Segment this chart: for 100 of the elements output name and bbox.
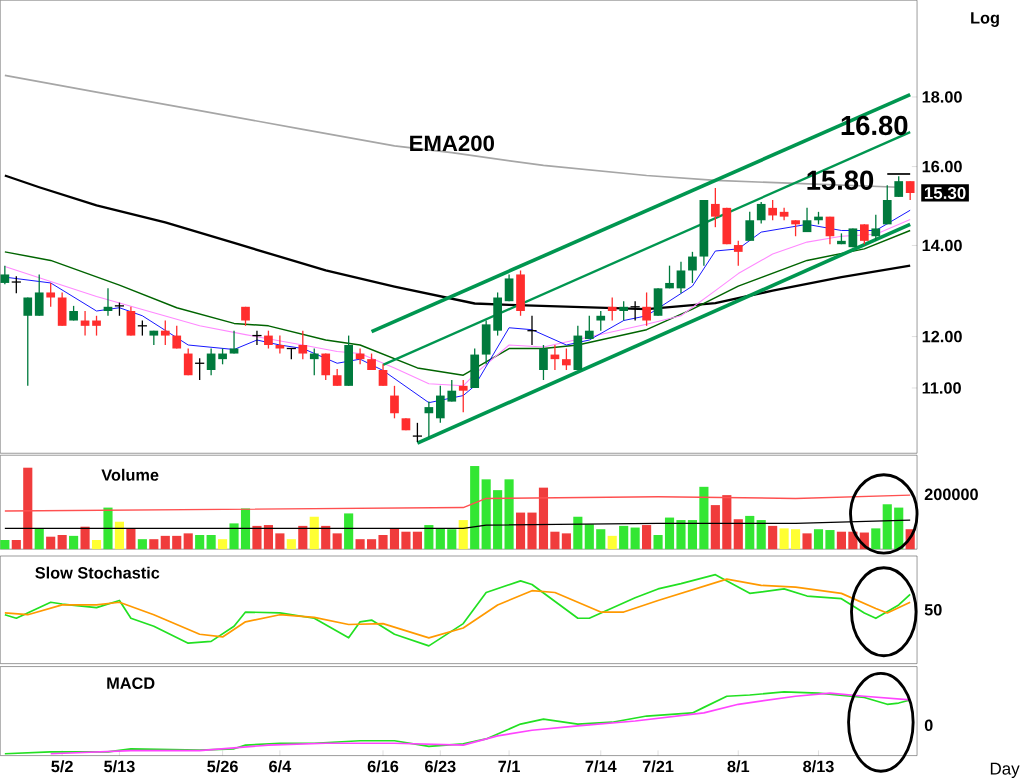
bar	[195, 534, 205, 549]
bar	[57, 534, 67, 549]
bar	[664, 517, 675, 549]
candlestick	[596, 310, 606, 332]
bar	[493, 489, 503, 549]
bar	[802, 533, 812, 549]
bar	[676, 519, 686, 549]
bar	[0, 539, 10, 549]
bar	[584, 524, 594, 549]
bar	[791, 529, 801, 549]
text: 0	[924, 719, 933, 731]
bar	[332, 533, 342, 549]
bar	[69, 535, 79, 549]
candlestick	[321, 352, 331, 381]
bar	[642, 524, 652, 549]
candlestick	[229, 329, 239, 355]
candlestick	[802, 207, 812, 233]
bar	[298, 525, 308, 549]
bar	[321, 525, 331, 549]
bar	[882, 504, 892, 549]
candlestick	[539, 344, 548, 381]
bar	[619, 525, 629, 549]
annotation: 16.80	[841, 115, 908, 135]
bar	[756, 519, 766, 549]
bar	[206, 534, 216, 549]
bar	[229, 523, 239, 549]
bar	[160, 535, 170, 549]
bar	[286, 539, 296, 549]
candlestick	[298, 329, 308, 360]
candlestick	[756, 201, 766, 224]
y-tick-label: 12.00	[922, 330, 962, 343]
bar	[412, 531, 422, 549]
y-tick-label: 18.00	[922, 91, 962, 103]
x-tick-label: 5/13	[104, 760, 135, 773]
bar	[550, 531, 560, 549]
bar	[871, 528, 881, 549]
candlestick	[275, 334, 285, 355]
candlestick	[0, 264, 10, 285]
candlestick	[412, 422, 423, 443]
x-tick-label: 8/1	[727, 760, 750, 773]
x-tick-label: 6/16	[367, 760, 399, 773]
candlestick	[504, 273, 514, 302]
bar	[355, 539, 365, 549]
bar	[561, 533, 571, 549]
bar	[653, 534, 663, 549]
bar	[366, 539, 377, 549]
candlestick	[206, 347, 216, 376]
text: Log	[971, 12, 999, 27]
text: 200000	[924, 488, 978, 500]
bar	[527, 512, 537, 549]
bar	[183, 533, 193, 549]
bar	[710, 504, 720, 549]
candlestick	[894, 175, 904, 198]
bar	[458, 519, 468, 549]
bar	[836, 531, 846, 549]
bar	[263, 524, 273, 549]
candlestick	[390, 385, 399, 419]
chart-title: MACD	[107, 677, 155, 689]
bar	[34, 528, 44, 549]
candlestick	[607, 296, 617, 321]
bar	[218, 539, 228, 549]
candlestick	[711, 187, 720, 228]
series-label: EMA200	[410, 135, 494, 151]
bar	[401, 531, 411, 549]
candlestick	[435, 385, 445, 424]
annotation: 15.80	[807, 170, 874, 190]
candlestick	[447, 379, 457, 403]
bar	[389, 528, 400, 549]
bar	[91, 539, 102, 549]
y-tick-label: 11.00	[922, 382, 961, 394]
candlestick	[768, 199, 778, 221]
bar	[825, 529, 835, 549]
candlestick	[733, 240, 743, 267]
bar	[481, 479, 491, 549]
x-tick-label: 6/23	[425, 760, 456, 773]
bar	[699, 486, 709, 549]
candlestick	[871, 213, 881, 242]
bar	[607, 535, 617, 549]
candlestick	[309, 347, 319, 376]
bar	[275, 533, 285, 549]
bar	[252, 525, 262, 549]
bar	[596, 529, 606, 549]
bar	[344, 513, 354, 549]
bar	[137, 539, 147, 549]
bar	[80, 526, 90, 549]
candlestick	[642, 291, 651, 327]
x-tick-label: 5/2	[51, 760, 73, 773]
candlestick	[92, 314, 101, 337]
bar	[126, 528, 136, 549]
bar	[470, 465, 480, 549]
bar	[172, 535, 182, 549]
bar	[573, 516, 583, 549]
candlestick	[378, 363, 388, 387]
bar	[779, 528, 789, 549]
bar	[378, 534, 388, 549]
x-tick-label: 6/4	[269, 760, 292, 773]
candlestick	[183, 347, 193, 376]
candlestick	[688, 251, 697, 284]
candlestick	[34, 273, 44, 317]
bar	[23, 467, 33, 549]
